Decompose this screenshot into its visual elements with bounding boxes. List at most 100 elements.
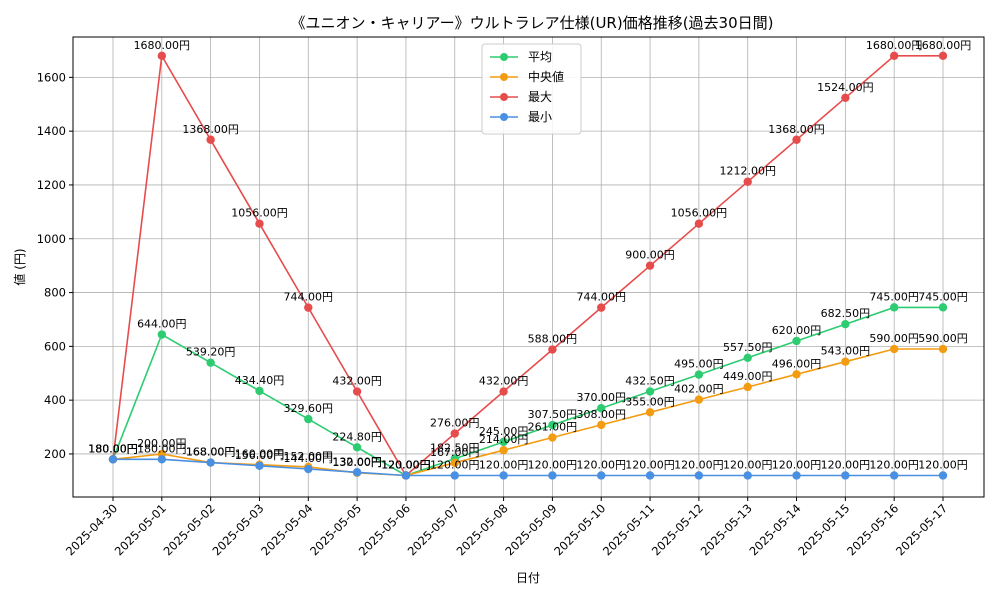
data-point <box>352 468 362 477</box>
y-tick-label: 400 <box>44 393 66 407</box>
data-label: 152.00円 <box>284 450 334 463</box>
data-label: 120.00円 <box>674 458 724 471</box>
x-tick-label: 2025-05-17 <box>893 501 950 558</box>
y-tick-label: 1400 <box>37 124 66 138</box>
data-label: 745.00円 <box>918 290 968 303</box>
data-label: 432.00円 <box>332 375 382 388</box>
data-point <box>597 471 606 480</box>
data-point <box>255 219 264 228</box>
data-point <box>304 464 313 474</box>
data-label: 180.00円 <box>88 442 138 455</box>
x-tick-label: 2025-05-05 <box>307 501 364 558</box>
series-0 <box>108 303 948 480</box>
x-tick-label: 2025-05-08 <box>454 501 511 558</box>
legend-swatch-marker <box>500 93 508 101</box>
data-point <box>450 429 459 438</box>
y-axis-label: 値 (円) <box>12 248 27 285</box>
data-label: 120.00円 <box>723 458 773 471</box>
legend-swatch-marker <box>500 53 508 61</box>
data-point <box>548 345 557 354</box>
series-line <box>113 458 943 477</box>
data-label: 120.00円 <box>381 458 431 471</box>
data-label: 120.00円 <box>381 458 431 471</box>
data-label: 120.00円 <box>430 458 480 471</box>
data-label: 276.00円 <box>430 417 480 430</box>
x-tick-label: 2025-05-12 <box>649 501 706 558</box>
data-label: 132.00円 <box>332 455 382 468</box>
data-point <box>889 303 899 312</box>
data-point <box>841 357 850 366</box>
data-label: 245.00円 <box>479 425 529 438</box>
data-point <box>792 135 801 144</box>
data-point <box>645 387 655 396</box>
data-label: 588.00円 <box>528 333 578 346</box>
data-point <box>889 51 899 61</box>
series-line <box>112 53 943 477</box>
data-label: 200.00円 <box>137 437 187 450</box>
x-tick-label: 2025-05-09 <box>502 501 559 558</box>
data-point <box>743 177 752 186</box>
y-tick-label: 1200 <box>37 178 66 192</box>
data-label: 180.00円 <box>88 442 138 455</box>
data-label: 590.00円 <box>918 332 968 345</box>
data-point <box>255 461 264 470</box>
data-point <box>694 471 704 480</box>
x-tick-label: 2025-05-03 <box>209 501 266 558</box>
data-label: 355.00円 <box>625 395 675 408</box>
x-tick-label: 2025-05-15 <box>795 501 852 558</box>
data-label: 1680.00円 <box>915 39 972 52</box>
data-point <box>499 387 508 396</box>
x-axis-label: 日付 <box>516 571 540 585</box>
y-tick-label: 800 <box>44 286 66 300</box>
data-label: 744.00円 <box>576 291 626 304</box>
data-label: 214.00円 <box>479 433 529 446</box>
data-point <box>645 261 655 270</box>
data-point <box>938 471 948 480</box>
x-tick-label: 2025-05-01 <box>112 501 169 558</box>
data-point <box>792 336 801 346</box>
data-label: 307.50円 <box>528 408 578 421</box>
x-tick-label: 2025-05-07 <box>405 501 462 558</box>
legend-item: 最大 <box>490 90 552 104</box>
data-point <box>792 370 801 379</box>
data-labels: 180.00円 644.00円 539.20円 434.40円 329.60円 224.8… <box>88 39 971 472</box>
data-point <box>743 382 752 392</box>
y-tick-label: 1000 <box>37 232 66 246</box>
data-label: 432.50円 <box>625 374 675 387</box>
data-point <box>255 386 264 396</box>
data-point <box>938 51 948 61</box>
x-tick-label: 2025-05-13 <box>698 501 755 558</box>
data-point <box>889 471 899 480</box>
data-label: 370.00円 <box>576 391 626 404</box>
data-label: 180.00円 <box>137 442 187 455</box>
data-point <box>499 437 508 447</box>
data-label: 449.00円 <box>723 370 773 383</box>
data-label: 543.00円 <box>821 345 871 358</box>
data-point <box>841 93 850 102</box>
data-point <box>206 358 215 367</box>
series-line <box>112 348 943 477</box>
legend-label: 中央値 <box>528 69 564 84</box>
data-point <box>304 414 313 424</box>
data-label: 120.00円 <box>772 458 822 471</box>
data-label: 1056.00円 <box>231 207 288 220</box>
x-axis: 2025-04-302025-05-012025-05-022025-05-03… <box>63 497 950 558</box>
data-point <box>548 420 557 430</box>
data-point <box>401 471 411 480</box>
data-label: 156.00円 <box>235 449 285 462</box>
x-tick-label: 2025-04-30 <box>63 501 120 558</box>
data-label: 744.00円 <box>284 291 334 304</box>
series-line <box>112 306 943 477</box>
data-label: 261.00円 <box>528 421 578 434</box>
chart-title: 《ユニオン・キャリアー》ウルトラレア仕様(UR)価格推移(過去30日間) <box>291 14 774 32</box>
data-point <box>938 303 948 312</box>
data-point <box>645 408 655 417</box>
data-label: 182.50円 <box>430 442 480 455</box>
x-tick-label: 2025-05-02 <box>161 501 218 558</box>
data-point <box>206 135 215 144</box>
data-label: 1524.00円 <box>817 81 874 94</box>
data-label: 1680.00円 <box>866 39 923 52</box>
data-point <box>157 455 167 464</box>
y-axis: 200 400 600 800 1000 1200 1400 1600 <box>37 70 73 461</box>
grid <box>73 37 984 497</box>
